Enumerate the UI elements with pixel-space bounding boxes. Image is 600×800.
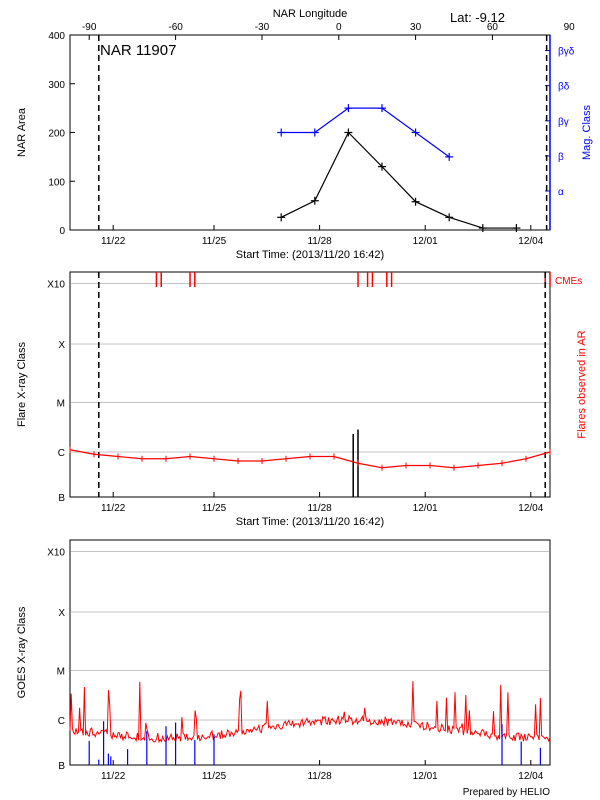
panel1-xlabel: Start Time: (2013/11/20 16:42) xyxy=(236,249,384,261)
panel1-xtick: 11/22 xyxy=(101,236,126,247)
top-tick-label: 60 xyxy=(487,22,499,33)
panel2-xlabel: Start Time: (2013/11/20 16:42) xyxy=(236,516,384,528)
panel1-ytick-right: βγ xyxy=(558,117,569,128)
panel1-ytick-left: 300 xyxy=(48,80,65,91)
panel3-ylabel: GOES X-ray Class xyxy=(16,606,28,698)
panel1-ytick-left: 200 xyxy=(48,129,65,140)
panel2-ytick: X xyxy=(58,340,65,351)
goes-red-curve xyxy=(70,681,550,742)
panel1-ytick-left: 100 xyxy=(48,177,65,188)
panel1-title: NAR 11907 xyxy=(100,42,176,59)
panel2-ylabel-right: Flares observed in AR xyxy=(576,330,588,438)
panel3-ytick: B xyxy=(58,761,65,772)
panel2-ytick: C xyxy=(58,448,65,459)
panel1-xtick: 11/25 xyxy=(202,236,227,247)
series-line xyxy=(281,133,516,229)
panel1-top-label: NAR Longitude xyxy=(273,8,348,20)
panel2-ytick: M xyxy=(57,399,65,410)
panel1-ytick-right: α xyxy=(558,187,564,198)
top-tick-label: 0 xyxy=(336,22,342,33)
panel2-xtick: 11/25 xyxy=(202,503,227,514)
panel3-ytick: C xyxy=(58,716,65,727)
panel1-ylabel-right: Mag. Class xyxy=(581,104,593,160)
panel3-xtick: 11/22 xyxy=(101,771,126,782)
top-tick-label: -90 xyxy=(82,22,97,33)
panel2-ytick: X10 xyxy=(47,279,65,290)
top-tick-label: 90 xyxy=(564,22,576,33)
panel1-xtick: 11/28 xyxy=(307,236,332,247)
panel3-ytick: M xyxy=(57,667,65,678)
panel2-xtick: 12/04 xyxy=(518,503,543,514)
panel2-xtick: 11/22 xyxy=(101,503,126,514)
panel1-ytick-left: 0 xyxy=(59,226,65,237)
top-tick-label: 30 xyxy=(410,22,422,33)
panel3-xtick: 12/04 xyxy=(518,771,543,782)
top-tick-label: -30 xyxy=(255,22,270,33)
panel1-xtick: 12/01 xyxy=(413,236,438,247)
panel1-ytick-right: βγδ xyxy=(558,47,575,58)
cme-label: CMEs xyxy=(555,276,582,287)
top-tick-label: -60 xyxy=(168,22,183,33)
panel1-ytick-right: βδ xyxy=(558,82,570,93)
panel2-xtick: 12/01 xyxy=(413,503,438,514)
panel1-ylabel-left: NAR Area xyxy=(16,107,28,157)
footer: Prepared by HELIO xyxy=(463,787,550,798)
panel1-ytick-right: β xyxy=(558,152,564,163)
panel2-ylabel-left: Flare X-ray Class xyxy=(16,342,28,427)
panel2-xtick: 11/28 xyxy=(307,503,332,514)
panel1-ytick-left: 400 xyxy=(48,31,65,42)
panel3-frame xyxy=(70,540,550,765)
panel3-ytick: X xyxy=(58,608,65,619)
panel1-xtick: 12/04 xyxy=(518,236,543,247)
panel3-xtick: 11/28 xyxy=(307,771,332,782)
chart-container: Lat: -9.12-90-60-300306090NAR Longitude0… xyxy=(0,0,600,800)
panel3-xtick: 12/01 xyxy=(413,771,438,782)
panel3-xtick: 11/25 xyxy=(202,771,227,782)
panel2-ytick: B xyxy=(58,493,65,504)
panel3-ytick: X10 xyxy=(47,547,65,558)
